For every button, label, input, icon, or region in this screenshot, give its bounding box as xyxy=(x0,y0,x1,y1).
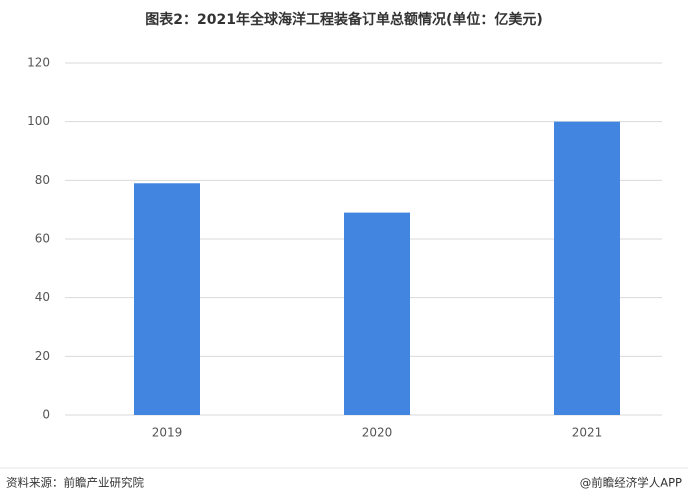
bar xyxy=(554,121,620,416)
y-tick-label: 0 xyxy=(42,408,50,422)
bar xyxy=(134,183,200,415)
chart-title: 图表2：2021年全球海洋工程装备订单总额情况(单位：亿美元) xyxy=(145,11,543,28)
y-tick-label: 60 xyxy=(35,232,50,246)
bar xyxy=(344,212,410,415)
x-tick-label: 2020 xyxy=(362,426,393,440)
y-tick-label: 40 xyxy=(35,290,50,304)
y-tick-label: 80 xyxy=(35,173,50,187)
y-tick-label: 20 xyxy=(35,349,50,363)
credit: @前瞻经济学人APP xyxy=(580,476,682,490)
x-tick-label: 2019 xyxy=(152,426,183,440)
y-tick-label: 120 xyxy=(27,56,50,70)
source-note: 资料来源：前瞻产业研究院 xyxy=(6,476,144,490)
y-tick-label: 100 xyxy=(27,114,50,128)
x-tick-label: 2021 xyxy=(572,426,603,440)
